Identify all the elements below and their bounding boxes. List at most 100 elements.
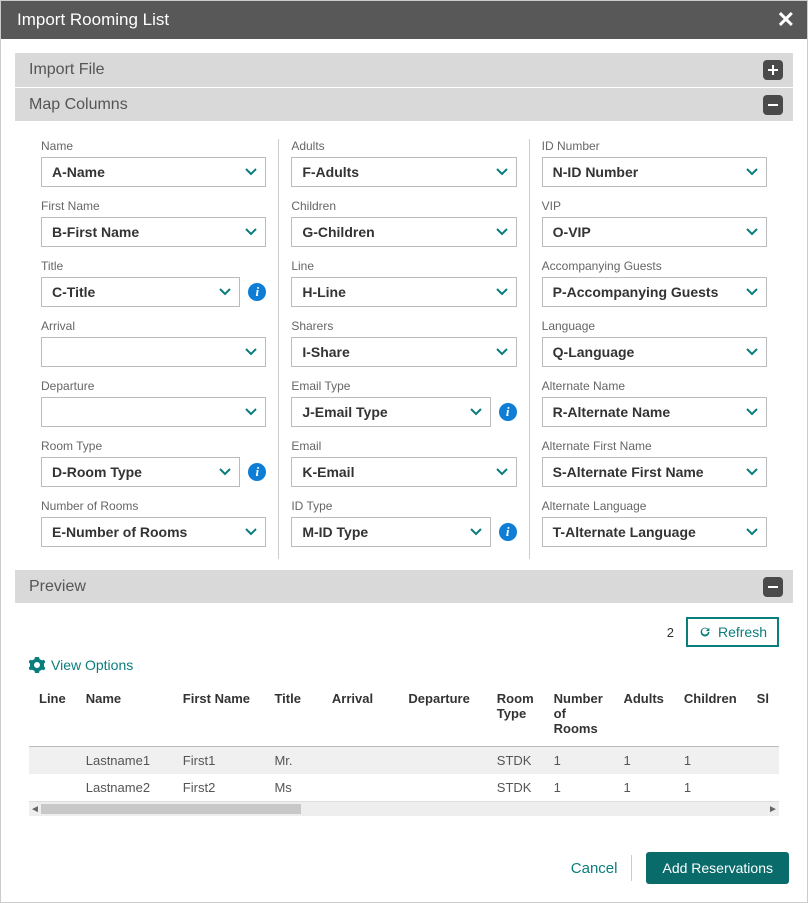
dropdown-value: H-Line bbox=[302, 284, 346, 300]
field-label: Adults bbox=[291, 139, 516, 153]
dropdown-departure[interactable] bbox=[41, 397, 266, 427]
field-label: Name bbox=[41, 139, 266, 153]
dropdown-value: D-Room Type bbox=[52, 464, 142, 480]
column-header[interactable]: Sl bbox=[747, 683, 779, 747]
table-cell bbox=[322, 747, 398, 775]
dropdown-id-number[interactable]: N-ID Number bbox=[542, 157, 767, 187]
section-title: Import File bbox=[29, 61, 105, 79]
field-first-name: First NameB-First Name bbox=[41, 199, 266, 247]
refresh-icon bbox=[698, 625, 712, 639]
map-column-1: Name A-Name First NameB-First Name Title C-T… bbox=[29, 139, 279, 559]
column-header[interactable]: Number of Rooms bbox=[544, 683, 614, 747]
table-cell: 1 bbox=[674, 747, 747, 775]
column-header[interactable]: First Name bbox=[173, 683, 265, 747]
dropdown-first-name[interactable]: B-First Name bbox=[41, 217, 266, 247]
chevron-down-icon bbox=[746, 228, 758, 236]
dropdown-value: O-VIP bbox=[553, 224, 591, 240]
dialog-content: Import File Map Columns Name A-Name First … bbox=[1, 39, 807, 836]
add-reservations-button[interactable]: Add Reservations bbox=[646, 852, 789, 884]
dropdown-value: T-Alternate Language bbox=[553, 524, 696, 540]
scroll-thumb[interactable] bbox=[41, 804, 301, 814]
dropdown-accompanying-guests[interactable]: P-Accompanying Guests bbox=[542, 277, 767, 307]
view-options-link[interactable]: View Options bbox=[29, 657, 779, 673]
dropdown-value: Q-Language bbox=[553, 344, 635, 360]
table-cell: 1 bbox=[613, 774, 673, 801]
dropdown-value: C-Title bbox=[52, 284, 95, 300]
refresh-button[interactable]: Refresh bbox=[686, 617, 779, 647]
dropdown-room-type[interactable]: D-Room Type bbox=[41, 457, 240, 487]
map-column-3: ID NumberN-ID NumberVIPO-VIPAccompanying… bbox=[530, 139, 779, 559]
table-row[interactable]: Lastname1First1Mr.STDK111 bbox=[29, 747, 779, 775]
dropdown-alternate-first-name[interactable]: S-Alternate First Name bbox=[542, 457, 767, 487]
column-header[interactable]: Departure bbox=[398, 683, 486, 747]
column-header[interactable]: Line bbox=[29, 683, 76, 747]
field-id-number: ID NumberN-ID Number bbox=[542, 139, 767, 187]
dropdown-vip[interactable]: O-VIP bbox=[542, 217, 767, 247]
table-cell: 1 bbox=[544, 774, 614, 801]
chevron-down-icon bbox=[746, 468, 758, 476]
collapse-icon[interactable] bbox=[763, 95, 783, 115]
column-header[interactable]: Room Type bbox=[487, 683, 544, 747]
dropdown-number-of-rooms[interactable]: E-Number of Rooms bbox=[41, 517, 266, 547]
scroll-left-icon[interactable]: ◄ bbox=[29, 804, 41, 815]
dialog-title: Import Rooming List bbox=[17, 10, 169, 30]
field-label: Arrival bbox=[41, 319, 266, 333]
dropdown-arrival[interactable] bbox=[41, 337, 266, 367]
dropdown-alternate-language[interactable]: T-Alternate Language bbox=[542, 517, 767, 547]
section-title: Preview bbox=[29, 578, 86, 596]
dropdown-alternate-name[interactable]: R-Alternate Name bbox=[542, 397, 767, 427]
field-label: Alternate Language bbox=[542, 499, 767, 513]
dropdown-line[interactable]: H-Line bbox=[291, 277, 516, 307]
field-sharers: SharersI-Share bbox=[291, 319, 516, 367]
scroll-right-icon[interactable]: ► bbox=[767, 804, 779, 815]
info-icon[interactable]: i bbox=[248, 463, 266, 481]
dropdown-id-type[interactable]: M-ID Type bbox=[291, 517, 490, 547]
horizontal-scrollbar[interactable]: ◄ ► bbox=[29, 802, 779, 816]
dropdown-email[interactable]: K-Email bbox=[291, 457, 516, 487]
column-header[interactable]: Adults bbox=[613, 683, 673, 747]
table-cell: Lastname2 bbox=[76, 774, 173, 801]
info-icon[interactable]: i bbox=[499, 523, 517, 541]
dialog-footer: Cancel Add Reservations bbox=[1, 836, 807, 902]
expand-icon[interactable] bbox=[763, 60, 783, 80]
dropdown-name[interactable]: A-Name bbox=[41, 157, 266, 187]
dropdown-children[interactable]: G-Children bbox=[291, 217, 516, 247]
table-cell bbox=[322, 774, 398, 801]
chevron-down-icon bbox=[470, 528, 482, 536]
dropdown-sharers[interactable]: I-Share bbox=[291, 337, 516, 367]
field-children: ChildrenG-Children bbox=[291, 199, 516, 247]
field-adults: Adults F-Adults bbox=[291, 139, 516, 187]
refresh-label: Refresh bbox=[718, 624, 767, 640]
chevron-down-icon bbox=[245, 528, 257, 536]
cancel-button[interactable]: Cancel bbox=[571, 860, 618, 877]
table-cell bbox=[29, 774, 76, 801]
section-map-columns[interactable]: Map Columns bbox=[15, 87, 793, 121]
table-row[interactable]: Lastname2First2MsSTDK111 bbox=[29, 774, 779, 801]
preview-body: 2 Refresh View Options LineNameFirst Nam… bbox=[15, 603, 793, 830]
dropdown-title[interactable]: C-Title bbox=[41, 277, 240, 307]
table-cell bbox=[747, 747, 779, 775]
field-departure: Departure bbox=[41, 379, 266, 427]
chevron-down-icon bbox=[496, 288, 508, 296]
dropdown-language[interactable]: Q-Language bbox=[542, 337, 767, 367]
chevron-down-icon bbox=[496, 228, 508, 236]
table-cell: First1 bbox=[173, 747, 265, 775]
info-icon[interactable]: i bbox=[499, 403, 517, 421]
section-import-file[interactable]: Import File bbox=[15, 53, 793, 87]
info-icon[interactable]: i bbox=[248, 283, 266, 301]
field-label: Title bbox=[41, 259, 266, 273]
collapse-icon[interactable] bbox=[763, 577, 783, 597]
column-header[interactable]: Children bbox=[674, 683, 747, 747]
chevron-down-icon bbox=[746, 528, 758, 536]
column-header[interactable]: Arrival bbox=[322, 683, 398, 747]
close-icon[interactable]: ✕ bbox=[777, 9, 795, 31]
field-label: Language bbox=[542, 319, 767, 333]
chevron-down-icon bbox=[746, 408, 758, 416]
dropdown-email-type[interactable]: J-Email Type bbox=[291, 397, 490, 427]
column-header[interactable]: Name bbox=[76, 683, 173, 747]
chevron-down-icon bbox=[746, 348, 758, 356]
section-preview[interactable]: Preview bbox=[15, 569, 793, 603]
field-vip: VIPO-VIP bbox=[542, 199, 767, 247]
dropdown-adults[interactable]: F-Adults bbox=[291, 157, 516, 187]
column-header[interactable]: Title bbox=[264, 683, 321, 747]
